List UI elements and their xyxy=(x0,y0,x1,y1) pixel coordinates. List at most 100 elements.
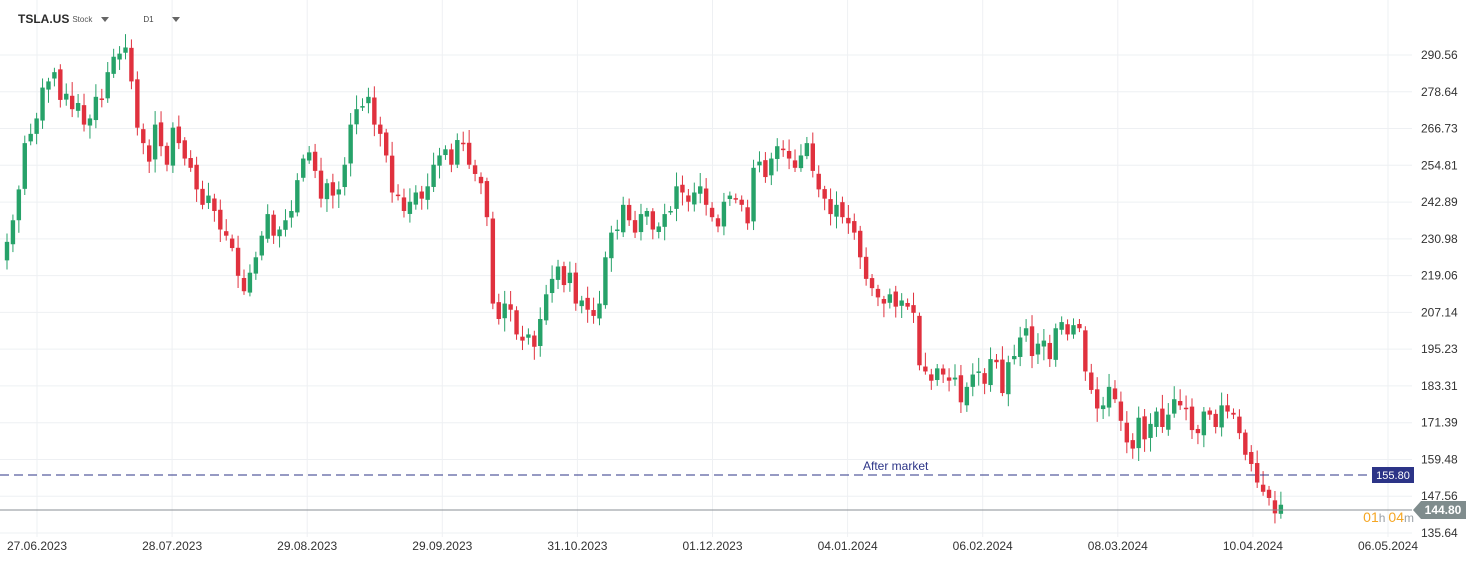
candle[interactable] xyxy=(905,298,910,310)
candle[interactable] xyxy=(810,132,815,178)
candle[interactable] xyxy=(703,178,709,216)
candles[interactable] xyxy=(4,34,1284,524)
candle[interactable] xyxy=(858,225,863,269)
candle[interactable] xyxy=(330,173,336,209)
candle[interactable] xyxy=(46,77,51,103)
candle[interactable] xyxy=(875,284,881,307)
candle[interactable] xyxy=(253,251,259,280)
candle[interactable] xyxy=(1172,386,1177,418)
candle[interactable] xyxy=(34,112,39,145)
candle[interactable] xyxy=(164,142,170,172)
candle[interactable] xyxy=(147,139,152,173)
candle[interactable] xyxy=(170,122,176,173)
candle[interactable] xyxy=(1047,334,1052,367)
candle[interactable] xyxy=(1231,408,1236,419)
candle[interactable] xyxy=(158,111,164,157)
candle[interactable] xyxy=(881,295,887,318)
candle[interactable] xyxy=(940,364,946,383)
candle[interactable] xyxy=(235,235,241,288)
candle[interactable] xyxy=(431,152,436,192)
candle[interactable] xyxy=(87,114,93,139)
candle[interactable] xyxy=(1106,373,1112,417)
candle[interactable] xyxy=(1183,395,1189,421)
candle[interactable] xyxy=(348,113,353,177)
candle[interactable] xyxy=(994,354,999,369)
candle[interactable] xyxy=(52,67,57,87)
candle[interactable] xyxy=(265,204,270,243)
candle[interactable] xyxy=(976,357,981,386)
candle[interactable] xyxy=(561,261,567,293)
candle[interactable] xyxy=(721,192,727,236)
candle[interactable] xyxy=(508,290,513,322)
candle[interactable] xyxy=(952,364,958,386)
candle[interactable] xyxy=(1065,319,1070,341)
candle[interactable] xyxy=(229,234,235,252)
candle[interactable] xyxy=(206,182,211,209)
candle[interactable] xyxy=(733,193,738,204)
symbol-dropdown-icon[interactable] xyxy=(101,16,110,22)
candle[interactable] xyxy=(668,206,673,215)
candle[interactable] xyxy=(372,86,377,137)
candle[interactable] xyxy=(1207,407,1212,420)
candle[interactable] xyxy=(354,95,359,135)
candle[interactable] xyxy=(970,363,975,397)
candle[interactable] xyxy=(863,247,869,286)
candle[interactable] xyxy=(384,128,389,163)
candle[interactable] xyxy=(129,39,134,90)
candle[interactable] xyxy=(413,185,419,210)
candle[interactable] xyxy=(1249,445,1254,472)
candle[interactable] xyxy=(964,382,970,412)
candle[interactable] xyxy=(775,138,780,172)
candle[interactable] xyxy=(324,178,330,212)
candle[interactable] xyxy=(585,286,590,323)
candle[interactable] xyxy=(1213,409,1218,434)
candle[interactable] xyxy=(135,71,140,136)
candle[interactable] xyxy=(141,123,146,155)
candle[interactable] xyxy=(644,207,650,225)
candle[interactable] xyxy=(437,147,442,179)
candle[interactable] xyxy=(828,188,833,226)
candle[interactable] xyxy=(1195,424,1201,445)
candle[interactable] xyxy=(1201,407,1207,448)
candle[interactable] xyxy=(1071,318,1076,339)
candle[interactable] xyxy=(1160,394,1165,433)
candle[interactable] xyxy=(567,261,573,292)
candle[interactable] xyxy=(425,173,430,210)
candle[interactable] xyxy=(496,293,501,325)
candle[interactable] xyxy=(621,196,626,238)
candle[interactable] xyxy=(1059,316,1064,335)
candle[interactable] xyxy=(1006,355,1011,407)
candle[interactable] xyxy=(395,184,401,201)
candle[interactable] xyxy=(686,189,691,212)
candle[interactable] xyxy=(117,46,122,70)
candle[interactable] xyxy=(1083,326,1088,381)
candle[interactable] xyxy=(757,151,762,173)
candle[interactable] xyxy=(449,143,454,173)
candle[interactable] xyxy=(194,156,199,202)
candle[interactable] xyxy=(1012,344,1017,365)
candle[interactable] xyxy=(1142,408,1147,452)
candle[interactable] xyxy=(626,198,632,226)
candle[interactable] xyxy=(1017,326,1023,367)
timeframe-dropdown-icon[interactable] xyxy=(171,16,180,22)
candle[interactable] xyxy=(478,172,484,195)
candle[interactable] xyxy=(709,202,715,222)
candle[interactable] xyxy=(277,226,282,248)
candle[interactable] xyxy=(674,172,679,222)
candle[interactable] xyxy=(271,210,276,244)
candle[interactable] xyxy=(1254,450,1260,488)
candle[interactable] xyxy=(988,347,993,392)
candle[interactable] xyxy=(632,210,638,239)
candle[interactable] xyxy=(188,150,193,172)
candle[interactable] xyxy=(698,172,703,204)
candle[interactable] xyxy=(407,188,413,223)
timeframe-label[interactable]: D1 xyxy=(143,14,154,24)
candle[interactable] xyxy=(484,177,490,227)
candle[interactable] xyxy=(75,94,81,118)
candle[interactable] xyxy=(182,137,187,166)
candle[interactable] xyxy=(597,290,602,326)
candle[interactable] xyxy=(1112,380,1118,404)
candle[interactable] xyxy=(816,165,821,198)
